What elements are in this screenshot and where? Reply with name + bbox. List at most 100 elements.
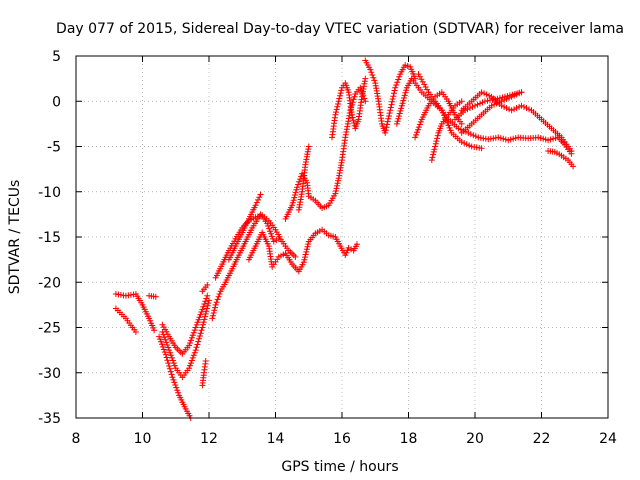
data-point-marker [157, 336, 164, 343]
y-axis-label: SDTVAR / TECUs [7, 180, 23, 295]
data-point-marker [257, 191, 264, 198]
data-point-marker [414, 129, 420, 136]
data-point-marker [167, 349, 174, 356]
data-point-marker [204, 292, 211, 299]
data-point-marker [199, 306, 206, 313]
data-point-marker [195, 338, 202, 345]
data-point-marker [431, 146, 438, 153]
data-point-marker [255, 196, 261, 203]
y-tick-label: -5 [47, 140, 61, 156]
data-point-marker [302, 251, 309, 258]
data-point-marker [202, 310, 209, 317]
data-point-marker [458, 98, 465, 105]
data-point-marker [332, 188, 339, 194]
data-point-marker [428, 157, 435, 164]
data-point-marker [392, 84, 399, 91]
data-point-marker [201, 316, 208, 323]
data-point-marker [403, 87, 410, 94]
data-point-marker [383, 124, 390, 131]
data-point-marker [165, 360, 172, 367]
data-point-marker [189, 354, 196, 361]
data-point-marker [304, 243, 311, 250]
data-point-marker [252, 202, 259, 209]
data-point-marker [203, 308, 210, 315]
data-point-marker [430, 148, 437, 155]
data-point-marker [432, 143, 439, 150]
data-point-marker [165, 344, 172, 351]
data-point-marker [393, 82, 400, 88]
data-point-marker [169, 374, 176, 381]
data-point-marker [210, 310, 217, 316]
series-arc-n [295, 143, 312, 213]
data-point-marker [305, 241, 312, 248]
y-tick-label: -35 [38, 411, 61, 427]
data-point-marker [389, 96, 396, 102]
grid-lines [76, 56, 608, 418]
data-point-marker [159, 341, 165, 348]
series-arc-a [112, 291, 158, 334]
data-point-marker [394, 118, 401, 125]
data-point-marker [204, 305, 210, 312]
data-point-marker [164, 357, 171, 364]
data-point-marker [396, 73, 403, 80]
data-point-marker [194, 341, 201, 348]
data-point-marker [415, 124, 422, 131]
y-tick-label: -25 [38, 321, 61, 337]
data-point-marker [368, 69, 375, 76]
data-point-marker [394, 79, 401, 86]
data-point-marker [388, 101, 395, 108]
data-point-marker [166, 365, 173, 372]
y-tick-label: -15 [38, 230, 61, 246]
data-point-marker [196, 314, 203, 321]
data-point-marker [399, 100, 406, 107]
data-point-marker [385, 115, 392, 122]
data-point-marker [204, 282, 211, 288]
data-point-marker [160, 346, 167, 353]
series-arc-p [362, 57, 419, 136]
data-point-marker [400, 97, 407, 104]
data-point-marker [382, 129, 389, 136]
data-point-marker [300, 259, 307, 266]
data-point-marker [422, 84, 429, 90]
data-point-marker [334, 182, 340, 189]
data-point-marker [192, 324, 199, 331]
data-point-marker [169, 354, 175, 361]
data-point-marker [160, 331, 167, 338]
data-point-marker [212, 304, 218, 311]
data-point-marker [169, 357, 176, 364]
data-point-marker [290, 197, 297, 204]
data-point-marker [199, 382, 206, 389]
y-tick-label: 0 [52, 94, 61, 110]
data-point-marker [293, 186, 300, 193]
plot-area [112, 57, 577, 421]
data-point-marker [416, 73, 423, 80]
data-point-marker [190, 352, 197, 359]
data-point-marker [291, 194, 298, 201]
series-arc-m [282, 84, 369, 222]
data-point-marker [430, 151, 437, 158]
data-point-marker [167, 368, 174, 375]
data-point-marker [335, 101, 341, 107]
data-point-marker [384, 121, 391, 128]
data-point-marker [349, 114, 356, 121]
data-point-marker [268, 230, 274, 237]
data-point-marker [303, 248, 310, 255]
data-point-marker [201, 301, 208, 307]
series-arc-e [159, 297, 212, 381]
data-point-marker [166, 363, 173, 369]
data-point-marker [334, 103, 341, 110]
data-point-marker [216, 291, 223, 297]
data-point-marker [302, 254, 308, 261]
data-point-marker [337, 90, 344, 97]
data-point-marker [395, 76, 402, 83]
data-point-marker [214, 296, 221, 303]
data-point-marker [434, 132, 441, 139]
data-point-marker [198, 327, 205, 334]
data-point-marker [256, 194, 263, 201]
series-arc-x [428, 98, 465, 164]
data-point-marker [570, 163, 577, 170]
data-point-marker [205, 300, 212, 307]
data-point-marker [354, 241, 360, 248]
data-point-marker [159, 329, 166, 335]
